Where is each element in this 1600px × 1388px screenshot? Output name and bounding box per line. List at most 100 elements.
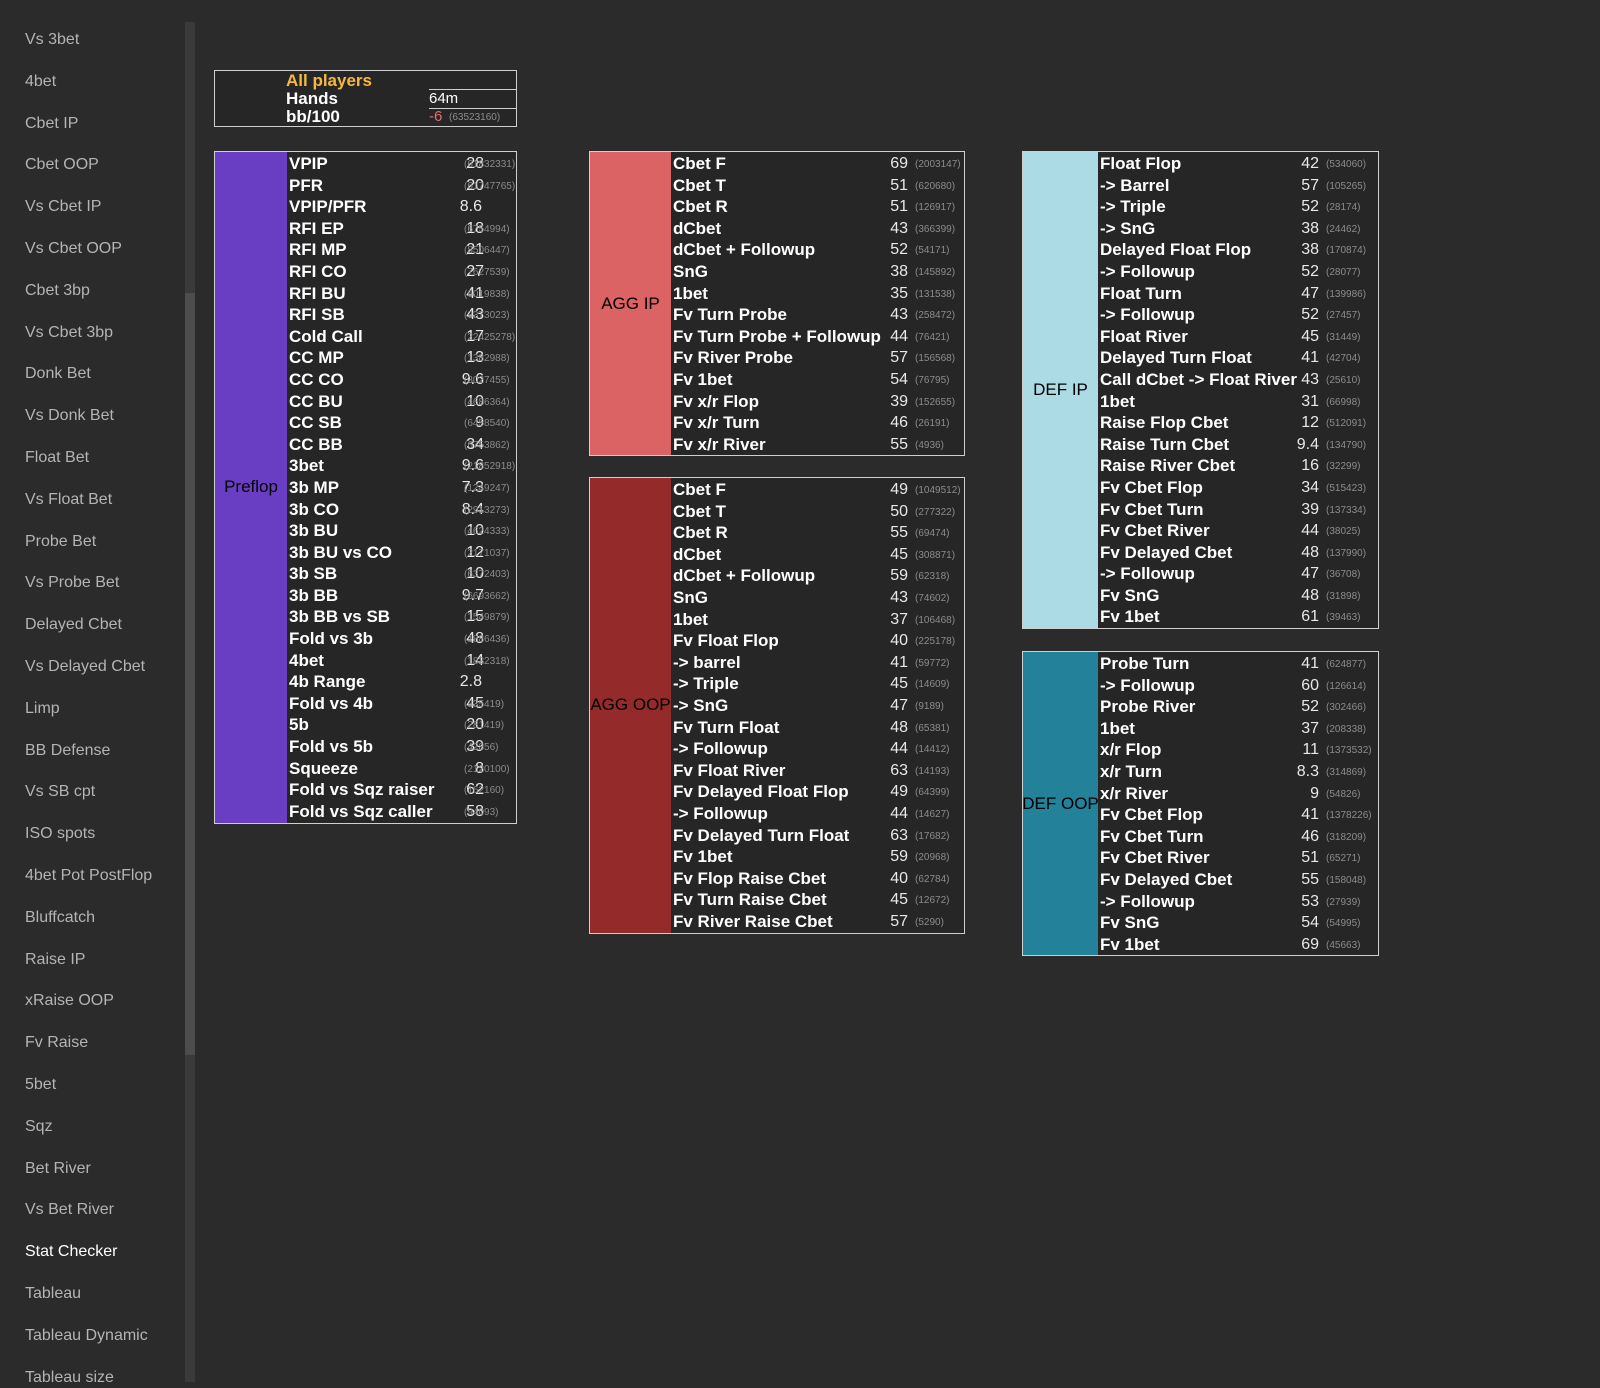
stat-sample-count: (28077) [1326, 266, 1361, 278]
stat-row: -> Followup 44 (14627) [672, 803, 964, 825]
stat-row: -> barrel 41 (59772) [672, 652, 964, 674]
stat-row: Fold vs 4b 45 (335419) [288, 693, 516, 715]
stat-name: 4b Range [289, 672, 366, 692]
sidebar-item-raise-ip[interactable]: Raise IP [25, 950, 86, 968]
stat-row: 3b SB 10 (6372403) [288, 563, 516, 585]
stat-row: Fv Delayed Float Flop 49 (64399) [672, 781, 964, 803]
sidebar-item-sqz[interactable]: Sqz [25, 1117, 53, 1135]
sidebar-item-delayed-cbet[interactable]: Delayed Cbet [25, 616, 122, 634]
sidebar-nav: Vs 3bet 4bet Cbet IP Cbet OOP Vs Cbet IP Vs C… [0, 0, 185, 1386]
sidebar-item-vs-donk-bet[interactable]: Vs Donk Bet [25, 407, 114, 425]
stat-sample-count: (5290) [915, 916, 944, 928]
stat-name: RFI SB [289, 305, 345, 325]
sidebar-item-vs-probe-bet[interactable]: Vs Probe Bet [25, 574, 120, 592]
stat-name: Fv Cbet Flop [1100, 805, 1203, 825]
sidebar-item-cbet-ip[interactable]: Cbet IP [25, 114, 79, 132]
stat-value: 37 [1301, 719, 1319, 737]
stat-sample-count: (59772) [915, 657, 950, 669]
stat-value: 8.6 [459, 198, 482, 216]
sidebar-item-vs-float-bet[interactable]: Vs Float Bet [25, 490, 113, 508]
stat-sample-count: (66998) [1326, 396, 1361, 408]
stat-value: 31 [1301, 392, 1319, 410]
stat-name: Fv Delayed Cbet [1100, 542, 1233, 562]
sidebar-item-float-bet[interactable]: Float Bet [25, 449, 90, 466]
stat-value: 49 [890, 783, 908, 801]
stat-row: Fv Delayed Cbet 48 (137990) [1099, 542, 1378, 564]
stat-sample-count: (76795) [915, 374, 950, 386]
sidebar-item-bet-river[interactable]: Bet River [25, 1159, 91, 1177]
panel-preflop: Preflop VPIP 28 (61832331) PFR 20 (61747765) VP… [214, 151, 517, 824]
stat-row: Fv SnG 54 (54995) [1099, 912, 1378, 934]
stat-sample-count: (2120100) [464, 763, 510, 775]
stat-row: dCbet 45 (308871) [672, 544, 964, 566]
sidebar-item-vs-delayed-cbet[interactable]: Vs Delayed Cbet [25, 658, 146, 675]
sidebar-item-tableau[interactable]: Tableau [25, 1285, 82, 1302]
sidebar-item-bluffcatch[interactable]: Bluffcatch [25, 908, 95, 926]
stat-row: Fv Turn Float 48 (65381) [672, 717, 964, 739]
stat-name: VPIP/PFR [289, 197, 367, 217]
stat-sample-count: (3027455) [464, 374, 510, 386]
stat-row: CC BU 10 (4686364) [288, 391, 516, 413]
stat-value: 51 [1301, 849, 1319, 867]
stat-name: -> Followup [673, 739, 768, 759]
sidebar-item-bb-defense[interactable]: BB Defense [25, 741, 111, 759]
stat-sample-count: (1549879) [464, 612, 510, 624]
stat-row: Float River 45 (31449) [1099, 326, 1378, 348]
stat-sample-count: (27939) [1326, 896, 1361, 908]
stat-sample-count: (14412) [915, 744, 950, 756]
stat-row: RFI EP 18 (6754994) [288, 218, 516, 240]
stat-name: -> Followup [1100, 305, 1195, 325]
stat-row: Fv Cbet Flop 34 (515423) [1099, 477, 1378, 499]
stat-value: 7.3 [461, 478, 484, 496]
sidebar-item-donk-bet[interactable]: Donk Bet [25, 365, 91, 383]
stat-value: 43 [890, 306, 908, 324]
sidebar-item-fv-raise[interactable]: Fv Raise [25, 1034, 89, 1052]
sidebar-item-4bet-pot-postflop[interactable]: 4bet Pot PostFlop [25, 867, 153, 884]
stat-sample-count: (277322) [915, 506, 956, 518]
sidebar-item-probe-bet[interactable]: Probe Bet [25, 532, 97, 550]
stat-value: 12 [466, 543, 484, 561]
stat-name: Fv Cbet River [1100, 848, 1210, 868]
stat-value: 12 [1301, 414, 1319, 432]
stat-value: 9.4 [1296, 435, 1319, 453]
sidebar-item-5bet[interactable]: 5bet [25, 1076, 57, 1093]
sidebar-item-cbet-3bp[interactable]: Cbet 3bp [25, 281, 90, 299]
stat-name: CC CO [289, 369, 344, 389]
stat-name: dCbet + Followup [673, 240, 816, 260]
stat-name: Fv Float Flop [673, 631, 779, 651]
sidebar-item-tableau-dynamic[interactable]: Tableau Dynamic [25, 1326, 148, 1344]
stat-row: SnG 38 (145892) [672, 261, 964, 283]
stat-name: dCbet + Followup [673, 566, 816, 586]
sidebar-item-4bet[interactable]: 4bet [25, 72, 57, 90]
sidebar-item-vs-3bet[interactable]: Vs 3bet [25, 31, 80, 48]
sidebar-item-vs-bet-river[interactable]: Vs Bet River [25, 1201, 114, 1219]
sidebar-item-xraise-oop[interactable]: xRaise OOP [25, 992, 114, 1010]
sidebar-item-vs-sb-cpt[interactable]: Vs SB cpt [25, 783, 96, 801]
sidebar-item-iso-spots[interactable]: ISO spots [25, 825, 96, 843]
bb100-value: -6 [429, 108, 443, 125]
stat-value: 48 [466, 630, 484, 648]
stat-name: x/r Turn [1100, 761, 1163, 781]
sidebar-item-vs-cbet-ip[interactable]: Vs Cbet IP [25, 198, 102, 216]
sidebar-item-limp[interactable]: Limp [25, 699, 60, 717]
sidebar-item-vs-cbet-3bp[interactable]: Vs Cbet 3bp [25, 323, 114, 341]
stat-value: 20 [466, 716, 484, 734]
sidebar-item-stat-checker[interactable]: Stat Checker [25, 1243, 118, 1261]
stat-row: Cold Call 17 (22425278) [288, 326, 516, 348]
sidebar-item-vs-cbet-oop[interactable]: Vs Cbet OOP [25, 240, 122, 257]
sidebar-item-cbet-oop[interactable]: Cbet OOP [25, 156, 99, 174]
stat-value: 51 [890, 198, 908, 216]
stat-sample-count: (152655) [915, 396, 956, 408]
stat-name: -> Followup [1100, 675, 1195, 695]
stat-row: dCbet 43 (366399) [672, 218, 964, 240]
stat-value: 55 [1301, 870, 1319, 888]
stat-value: 39 [466, 738, 484, 756]
sidebar-item-tableau-size[interactable]: Tableau size [25, 1368, 114, 1386]
stat-name: Fold vs 5b [289, 737, 374, 757]
stat-row: CC BB 34 (6753862) [288, 434, 516, 456]
stat-sample-count: (6458540) [464, 418, 510, 430]
hands-label: Hands [286, 89, 338, 108]
stat-row: 4bet 14 (1822318) [288, 650, 516, 672]
stat-sample-count: (1886436) [464, 634, 510, 646]
sidebar-scrollbar-thumb[interactable] [185, 293, 195, 1055]
